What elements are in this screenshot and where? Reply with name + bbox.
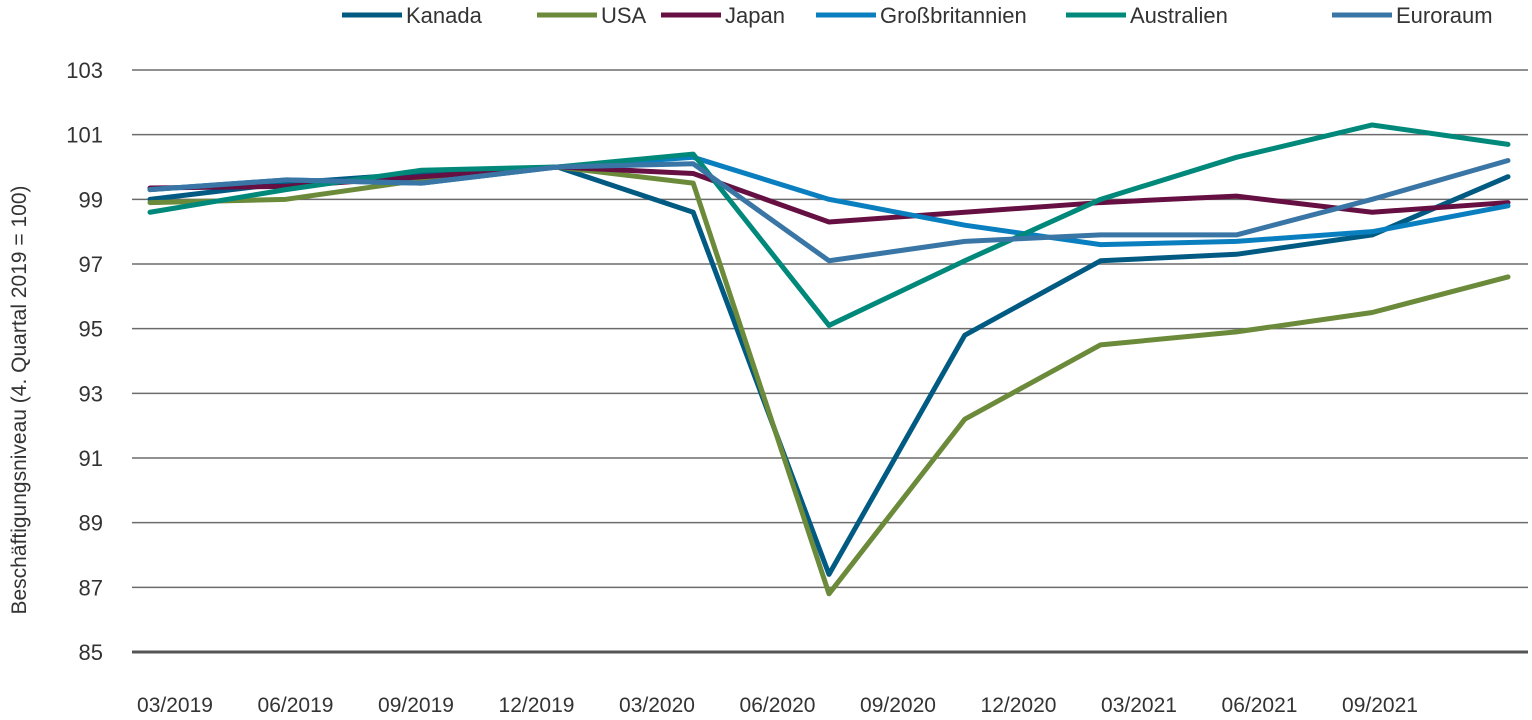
x-tick-label: 06/2021: [1222, 694, 1298, 717]
legend-label: Kanada: [406, 3, 483, 28]
y-tick-label: 85: [79, 640, 103, 665]
y-axis-label: Beschäftigungsniveau (4. Quartal 2019 = …: [8, 185, 31, 614]
x-tick-label: 03/2019: [137, 694, 213, 717]
legend-item: Australien: [1066, 3, 1228, 28]
legend-item: Großbritannien: [816, 3, 1027, 28]
series-line-kanada: [147, 164, 1511, 577]
legend-label: USA: [601, 3, 647, 28]
y-tick-label: 99: [79, 187, 103, 212]
legend-label: Großbritannien: [880, 3, 1027, 28]
series-line-usa: [147, 164, 1511, 597]
legend-item: Japan: [661, 3, 785, 28]
legend-item: USA: [537, 3, 647, 28]
x-tick-label: 12/2019: [499, 694, 575, 717]
y-tick-label: 101: [66, 123, 103, 148]
series-line-großbritannien: [147, 154, 1511, 248]
x-tick-label: 06/2019: [258, 694, 334, 717]
legend-label: Australien: [1130, 3, 1228, 28]
x-tick-label: 09/2021: [1342, 694, 1418, 717]
x-tick-label: 03/2020: [619, 694, 695, 717]
y-tick-label: 91: [79, 446, 103, 471]
series-line-japan: [147, 164, 1511, 225]
legend-label: Euroraum: [1396, 3, 1493, 28]
x-tick-label: 09/2020: [860, 694, 936, 717]
y-tick-label: 97: [79, 252, 103, 277]
legend-item: Kanada: [342, 3, 483, 28]
y-tick-label: 93: [79, 381, 103, 406]
x-tick-label: 09/2019: [378, 694, 454, 717]
legend-item: Euroraum: [1332, 3, 1493, 28]
x-tick-label: 12/2020: [981, 694, 1057, 717]
x-tick-label: 03/2021: [1101, 694, 1177, 717]
x-tick-label: 06/2020: [740, 694, 816, 717]
series-line-australien: [147, 122, 1511, 328]
y-tick-label: 89: [79, 511, 103, 536]
legend-label: Japan: [725, 3, 785, 28]
y-tick-label: 87: [79, 575, 103, 600]
y-tick-label: 103: [66, 58, 103, 83]
y-tick-label: 95: [79, 317, 103, 342]
